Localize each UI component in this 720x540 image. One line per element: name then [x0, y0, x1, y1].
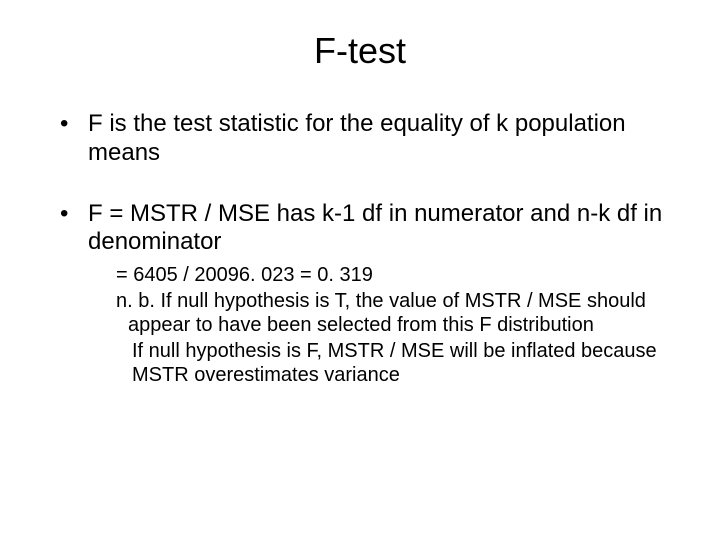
- slide: F-test F is the test statistic for the e…: [0, 0, 720, 540]
- bullet-item: F is the test statistic for the equality…: [60, 110, 680, 168]
- sub-item: = 6405 / 20096. 023 = 0. 319: [116, 263, 680, 287]
- sub-item: n. b. If null hypothesis is T, the value…: [116, 289, 680, 337]
- slide-title: F-test: [40, 30, 680, 72]
- bullet-list: F is the test statistic for the equality…: [40, 110, 680, 387]
- bullet-text: F = MSTR / MSE has k-1 df in numerator a…: [88, 200, 662, 256]
- sub-item: If null hypothesis is F, MSTR / MSE will…: [116, 339, 680, 387]
- sub-list: = 6405 / 20096. 023 = 0. 319 n. b. If nu…: [88, 263, 680, 387]
- bullet-text: F is the test statistic for the equality…: [88, 110, 626, 166]
- bullet-item: F = MSTR / MSE has k-1 df in numerator a…: [60, 200, 680, 388]
